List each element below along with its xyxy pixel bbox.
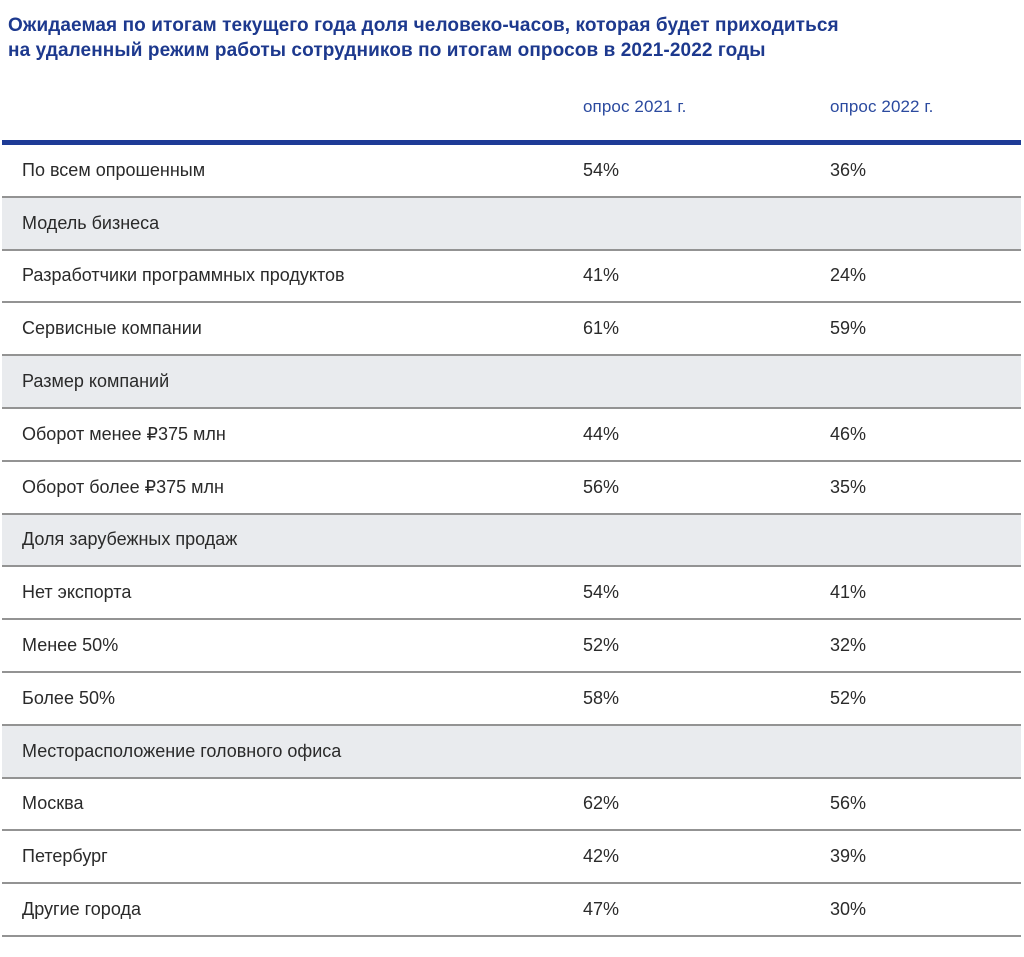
section-label: Месторасположение головного офиса (22, 740, 342, 761)
section-label: Доля зарубежных продаж (22, 529, 238, 550)
row-value-2021: 52% (583, 635, 620, 656)
section-label: Размер компаний (22, 371, 170, 392)
row-label: Сервисные компании (22, 318, 202, 339)
table-row: Другие города 47% 30% (2, 884, 1021, 937)
row-label: Оборот более ₽375 млн (22, 476, 224, 497)
row-label: Оборот менее ₽375 млн (22, 423, 226, 444)
section-row: Месторасположение головного офиса (2, 725, 1021, 779)
row-value-2021: 58% (583, 687, 620, 708)
table-row: По всем опрошенным 54% 36% (2, 145, 1021, 198)
row-value-2022: 59% (830, 318, 867, 339)
table-row: Более 50% 58% 52% (2, 672, 1021, 726)
row-value-2022: 46% (830, 423, 867, 444)
row-value-2022: 41% (830, 582, 867, 603)
row-value-2022: 39% (830, 846, 867, 867)
row-label: Нет экспорта (22, 582, 132, 603)
figure-title-line-1: Ожидаемая по итогам текущего года доля ч… (8, 15, 839, 36)
row-value-2021: 56% (583, 476, 620, 497)
figure-title: Ожидаемая по итогам текущего года доля ч… (8, 13, 1024, 63)
row-value-2021: 54% (583, 582, 620, 603)
row-label: Менее 50% (22, 635, 119, 656)
table-row: Петербург 42% 39% (2, 831, 1021, 885)
row-value-2021: 41% (583, 265, 620, 286)
row-value-2021: 47% (583, 899, 620, 920)
table-header-row: опрос 2021 г. опрос 2022 г. (2, 97, 1021, 117)
table-row: Москва 62% 56% (2, 778, 1021, 832)
row-value-2021: 42% (583, 846, 620, 867)
section-row: Модель бизнеса (2, 197, 1021, 251)
row-value-2022: 36% (830, 159, 867, 180)
table-row: Оборот менее ₽375 млн 44% 46% (2, 408, 1021, 462)
table-row: Оборот более ₽375 млн 56% 35% (2, 461, 1021, 515)
row-value-2021: 44% (583, 423, 620, 444)
column-header-2022: опрос 2022 г. (830, 97, 934, 116)
table-row: Разработчики программных продуктов 41% 2… (2, 250, 1021, 304)
section-label: Модель бизнеса (22, 212, 160, 233)
row-value-2022: 32% (830, 635, 867, 656)
row-value-2021: 62% (583, 793, 620, 814)
row-label: По всем опрошенным (22, 159, 206, 180)
figure-title-line-2: на удаленный режим работы сотрудников по… (8, 40, 766, 61)
row-label: Москва (22, 793, 84, 814)
row-value-2022: 30% (830, 899, 867, 920)
row-label: Более 50% (22, 687, 115, 708)
column-header-2021: опрос 2021 г. (583, 97, 687, 116)
section-row: Доля зарубежных продаж (2, 514, 1021, 568)
table-row: Сервисные компании 61% 59% (2, 303, 1021, 357)
row-value-2022: 56% (830, 793, 867, 814)
table-body: По всем опрошенным 54% 36% Модель бизнес… (2, 140, 1021, 937)
row-label: Разработчики программных продуктов (22, 265, 345, 286)
section-row: Размер компаний (2, 356, 1021, 409)
row-value-2021: 54% (583, 159, 620, 180)
table-row: Нет экспорта 54% 41% (2, 567, 1021, 621)
row-value-2022: 52% (830, 687, 867, 708)
survey-table: опрос 2021 г. опрос 2022 г. По всем опро… (2, 97, 1021, 937)
row-value-2022: 24% (830, 265, 867, 286)
row-label: Петербург (22, 846, 108, 867)
row-label: Другие города (22, 899, 141, 920)
table-row: Менее 50% 52% 32% (2, 620, 1021, 673)
row-value-2022: 35% (830, 476, 867, 497)
row-value-2021: 61% (583, 318, 620, 339)
